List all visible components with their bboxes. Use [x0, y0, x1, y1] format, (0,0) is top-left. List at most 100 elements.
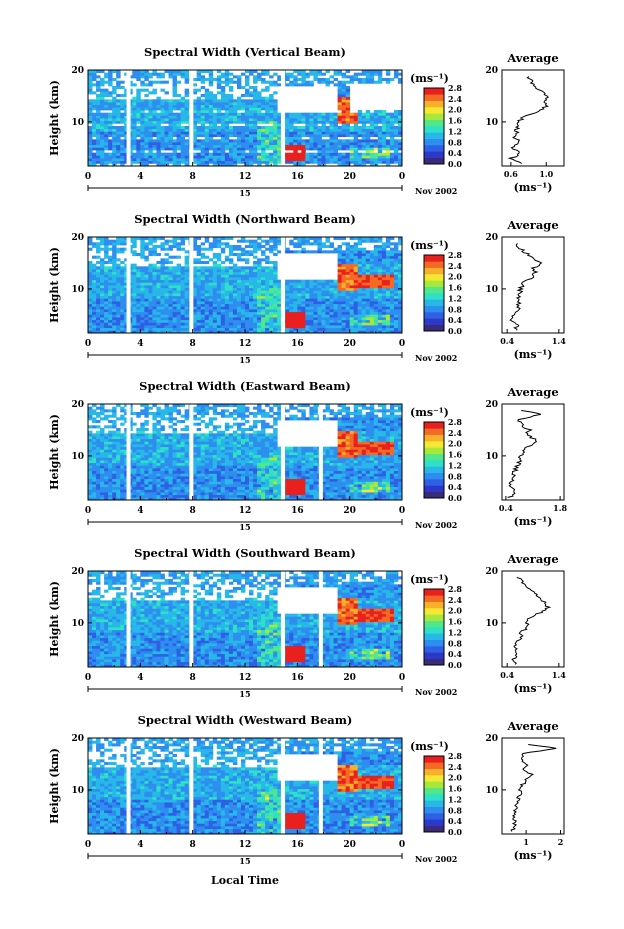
heatmap-cell: [220, 120, 226, 124]
heatmap-cell: [112, 494, 117, 498]
heatmap-cell: [132, 465, 137, 469]
heatmap-cell: [333, 317, 338, 321]
heatmap-cell: [184, 250, 190, 254]
heatmap-cell: [172, 306, 177, 310]
heatmap-cell: [104, 134, 109, 138]
heatmap-cell: [168, 107, 173, 111]
heatmap-cell: [301, 298, 306, 302]
heatmap-cell: [104, 136, 109, 140]
heatmap-cell: [92, 452, 97, 456]
heatmap-cell: [337, 314, 343, 318]
heatmap-cell: [100, 80, 105, 84]
heatmap-cell: [152, 104, 157, 108]
heatmap-cell: [212, 269, 218, 273]
heatmap-cell: [92, 245, 97, 249]
heatmap-cell: [204, 247, 210, 251]
heatmap-cell: [184, 120, 190, 124]
heatmap-cell: [265, 142, 270, 146]
heatmap-cell: [341, 102, 347, 106]
heatmap-cell: [297, 126, 302, 130]
heatmap-cell: [232, 160, 238, 164]
heatmap-cell: [116, 417, 121, 421]
heatmap-cell: [285, 303, 290, 307]
heatmap-cell: [329, 301, 334, 305]
heatmap-cell: [88, 78, 93, 82]
heatmap-cell: [192, 245, 198, 249]
heatmap-cell: [200, 287, 206, 291]
heatmap-cell: [120, 492, 125, 496]
heatmap-cell: [200, 317, 206, 321]
heatmap-cell: [208, 110, 214, 114]
heatmap-cell: [273, 144, 278, 148]
heatmap-cell: [365, 118, 371, 122]
heatmap-cell: [192, 110, 198, 114]
heatmap-cell: [249, 163, 254, 167]
heatmap-cell: [104, 484, 109, 488]
heatmap-cell: [136, 112, 141, 116]
heatmap-cell: [204, 120, 210, 124]
heatmap-cell: [297, 285, 302, 289]
heatmap-cell: [397, 303, 403, 307]
heatmap-cell: [253, 94, 258, 98]
heatmap-cell: [224, 245, 230, 249]
heatmap-cell: [184, 261, 190, 265]
heatmap-cell: [112, 287, 117, 291]
heatmap-cell: [265, 152, 270, 156]
heatmap-cell: [196, 72, 202, 76]
heatmap-cell: [172, 123, 177, 127]
heatmap-cell: [369, 325, 375, 329]
heatmap-cell: [345, 147, 351, 151]
heatmap-cell: [180, 327, 186, 331]
heatmap-cell: [200, 255, 206, 259]
heatmap-cell: [369, 314, 375, 318]
heatmap-cell: [261, 282, 266, 286]
heatmap-cell: [261, 88, 266, 92]
heatmap-cell: [325, 158, 330, 162]
heatmap-cell: [100, 96, 105, 100]
heatmap-cell: [160, 120, 165, 124]
heatmap-cell: [293, 330, 298, 334]
heatmap-cell: [397, 237, 403, 241]
heatmap-cell: [212, 120, 218, 124]
heatmap-cell: [136, 144, 141, 148]
heatmap-cell: [204, 269, 210, 273]
heatmap-cell: [120, 457, 125, 461]
heatmap-cell: [257, 237, 262, 241]
heatmap-cell: [164, 102, 169, 106]
heatmap-cell: [108, 311, 113, 315]
heatmap-cell: [265, 120, 270, 124]
heatmap-cell: [228, 282, 234, 286]
heatmap-cell: [108, 285, 113, 289]
heatmap-cell: [297, 317, 302, 321]
heatmap-cell: [124, 271, 129, 275]
heatmap-cell: [112, 110, 117, 114]
heatmap-cell: [104, 468, 109, 472]
heatmap-cell: [120, 152, 125, 156]
heatmap-cell: [156, 311, 161, 315]
heatmap-cell: [357, 144, 363, 148]
heatmap-cell: [293, 134, 298, 138]
heatmap-cell: [377, 282, 383, 286]
heatmap-cell: [196, 118, 202, 122]
heatmap-cell: [353, 317, 359, 321]
heatmap-cell: [152, 88, 157, 92]
heatmap-cell: [152, 309, 157, 313]
heatmap-cell: [160, 237, 165, 241]
heatmap-cell: [104, 449, 109, 453]
heatmap-cell: [140, 134, 145, 138]
heatmap-cell: [301, 72, 306, 76]
heatmap-cell: [249, 136, 254, 140]
heatmap-cell: [144, 298, 149, 302]
heatmap-cell: [172, 134, 177, 138]
heatmap-cell: [273, 274, 278, 278]
heatmap-cell: [192, 139, 198, 143]
heatmap-cell: [208, 277, 214, 281]
heatmap-cell: [92, 269, 97, 273]
heatmap-cell: [92, 112, 97, 116]
heatmap-cell: [152, 290, 157, 294]
heatmap-cell: [88, 476, 93, 480]
heatmap-cell: [297, 330, 302, 334]
heatmap-cell: [305, 293, 310, 297]
heatmap-cell: [249, 158, 254, 162]
heatmap-cell: [204, 303, 210, 307]
